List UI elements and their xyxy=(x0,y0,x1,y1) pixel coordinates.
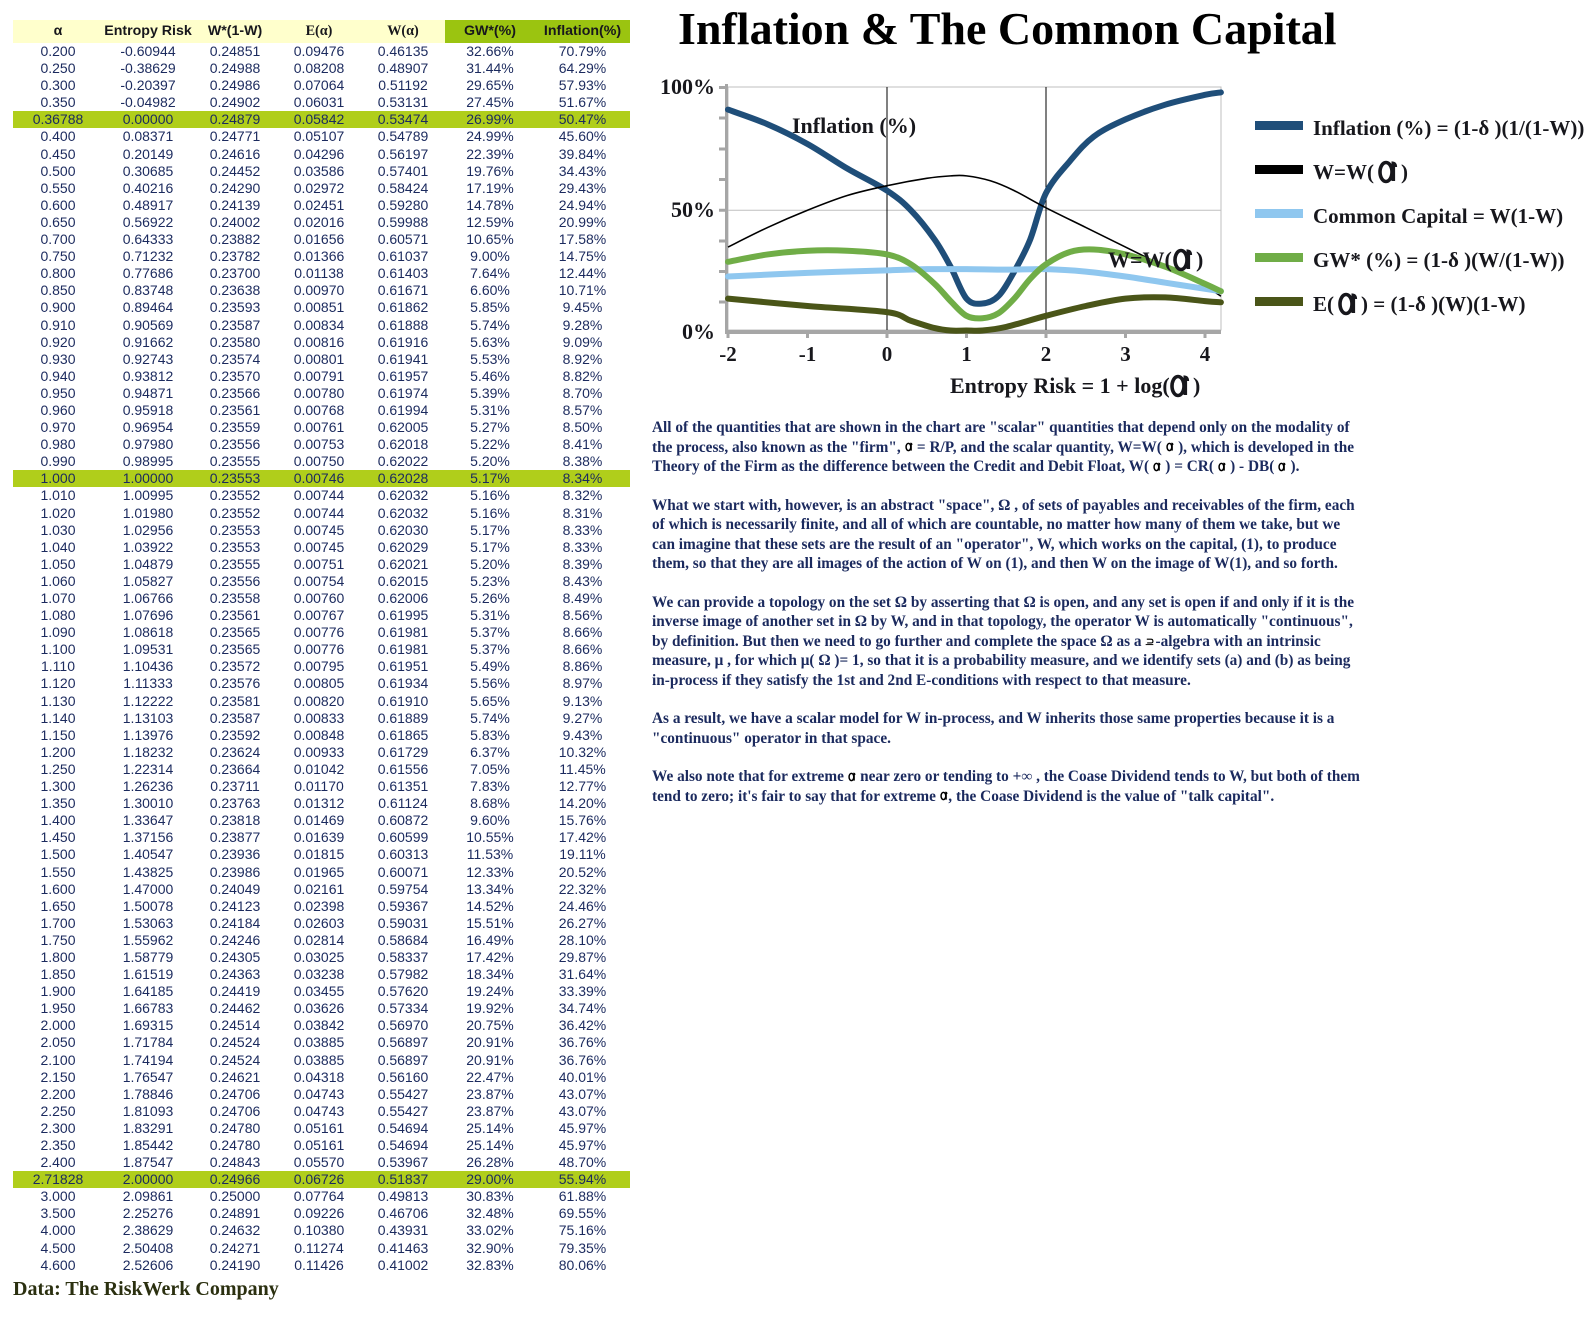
svg-text:): ) xyxy=(1196,247,1203,272)
svg-text:Inflation (%) = (1-δ )(1/(1-W): Inflation (%) = (1-δ )(1/(1-W)) xyxy=(1313,116,1584,140)
svg-text:100%: 100% xyxy=(660,75,715,99)
svg-text:W=W(: W=W( xyxy=(1108,247,1172,272)
svg-text:50%: 50% xyxy=(671,197,715,222)
svg-text:0%: 0% xyxy=(682,319,715,344)
svg-text:4: 4 xyxy=(1200,342,1211,366)
svg-text:Inflation (%): Inflation (%) xyxy=(792,113,916,138)
svg-text:) = (1-δ )(W)(1-W): ) = (1-δ )(W)(1-W) xyxy=(1361,292,1526,316)
svg-text:Common Capital = W(1-W): Common Capital = W(1-W) xyxy=(1313,204,1563,228)
svg-text:-2: -2 xyxy=(719,342,737,366)
svg-text:2: 2 xyxy=(1041,342,1052,366)
svg-text:3: 3 xyxy=(1120,342,1131,366)
svg-text:): ) xyxy=(1401,160,1408,184)
svg-text:): ) xyxy=(1193,373,1200,398)
svg-text:W=W(: W=W( xyxy=(1313,160,1374,184)
svg-text:E(: E( xyxy=(1313,292,1334,316)
svg-text:-1: -1 xyxy=(799,342,817,366)
svg-text:GW* (%) = (1-δ )(W/(1-W)): GW* (%) = (1-δ )(W/(1-W)) xyxy=(1313,248,1564,272)
svg-text:Entropy Risk = 1 + log(: Entropy Risk = 1 + log( xyxy=(950,373,1170,398)
svg-text:1: 1 xyxy=(961,342,972,366)
svg-text:0: 0 xyxy=(882,342,893,366)
